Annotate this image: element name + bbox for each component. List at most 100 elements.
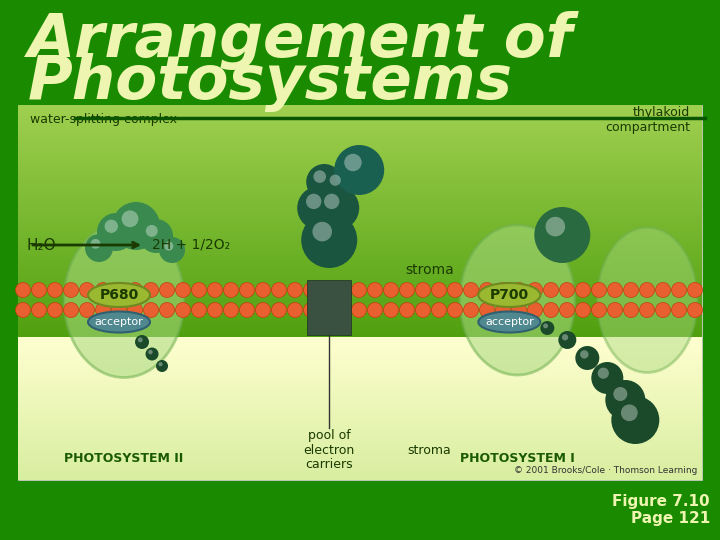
Bar: [18, 170, 702, 171]
Bar: [18, 390, 702, 391]
Bar: [18, 294, 702, 295]
Bar: [18, 291, 702, 292]
Bar: [18, 239, 702, 240]
Bar: [18, 442, 702, 443]
Bar: [18, 359, 702, 360]
Bar: [18, 357, 702, 358]
Bar: [18, 274, 702, 275]
Circle shape: [79, 302, 94, 318]
Bar: [18, 265, 702, 266]
Circle shape: [48, 282, 63, 298]
Bar: [18, 150, 702, 151]
Bar: [18, 312, 702, 313]
Bar: [18, 202, 702, 203]
Bar: [18, 300, 702, 301]
Text: stroma: stroma: [405, 263, 454, 277]
Bar: [18, 374, 702, 375]
Bar: [18, 207, 702, 208]
Bar: [18, 284, 702, 285]
Bar: [18, 144, 702, 145]
Bar: [18, 310, 702, 311]
Bar: [18, 223, 702, 224]
Bar: [18, 183, 702, 184]
Bar: [18, 252, 702, 253]
Circle shape: [559, 302, 575, 318]
Text: Arrangement of: Arrangement of: [28, 10, 573, 70]
Circle shape: [104, 220, 118, 233]
Bar: [18, 346, 702, 347]
Bar: [18, 126, 702, 127]
Bar: [18, 181, 702, 182]
Bar: [18, 187, 702, 188]
Bar: [18, 308, 702, 309]
Bar: [18, 285, 702, 286]
Bar: [18, 141, 702, 142]
Circle shape: [688, 282, 703, 298]
Bar: [18, 209, 702, 210]
Circle shape: [79, 282, 94, 298]
Bar: [18, 167, 702, 168]
Bar: [18, 152, 702, 153]
Bar: [18, 248, 702, 249]
Circle shape: [159, 237, 185, 263]
Bar: [18, 121, 702, 122]
Bar: [18, 440, 702, 441]
Bar: [18, 253, 702, 254]
Bar: [18, 288, 702, 289]
Circle shape: [207, 302, 222, 318]
Bar: [18, 338, 702, 339]
Circle shape: [330, 174, 341, 186]
Bar: [18, 468, 702, 469]
Bar: [18, 157, 702, 158]
Bar: [18, 156, 702, 157]
Bar: [18, 335, 702, 336]
Bar: [18, 250, 702, 251]
Bar: [18, 371, 702, 372]
Bar: [18, 425, 702, 426]
Circle shape: [540, 321, 554, 335]
Circle shape: [495, 282, 510, 298]
Circle shape: [495, 302, 510, 318]
Circle shape: [158, 362, 163, 366]
Bar: [18, 307, 702, 308]
Circle shape: [48, 302, 63, 318]
Bar: [18, 451, 702, 452]
Circle shape: [324, 194, 339, 209]
Bar: [18, 364, 702, 365]
Bar: [18, 437, 702, 438]
Bar: [18, 106, 702, 107]
Circle shape: [384, 282, 398, 298]
Bar: [18, 336, 702, 337]
Bar: [18, 411, 702, 412]
Bar: [18, 108, 702, 109]
Bar: [18, 158, 702, 159]
Circle shape: [351, 282, 366, 298]
Bar: [18, 241, 702, 242]
Circle shape: [306, 194, 321, 209]
Bar: [18, 268, 702, 269]
Bar: [18, 439, 702, 440]
Bar: [18, 127, 702, 128]
Circle shape: [448, 282, 462, 298]
Bar: [18, 255, 702, 256]
Bar: [18, 129, 702, 130]
Bar: [18, 289, 702, 290]
Circle shape: [580, 350, 588, 359]
Bar: [18, 447, 702, 448]
Bar: [18, 380, 702, 381]
Circle shape: [312, 222, 332, 241]
Bar: [18, 131, 702, 132]
Bar: [18, 182, 702, 183]
Bar: [18, 304, 702, 305]
Bar: [18, 179, 702, 180]
Circle shape: [112, 202, 160, 250]
Bar: [18, 173, 702, 174]
Circle shape: [400, 302, 415, 318]
Bar: [18, 280, 702, 281]
Circle shape: [575, 302, 590, 318]
Bar: [18, 266, 702, 267]
Bar: [18, 404, 702, 405]
Bar: [18, 258, 702, 259]
Circle shape: [127, 302, 143, 318]
Bar: [18, 168, 702, 169]
